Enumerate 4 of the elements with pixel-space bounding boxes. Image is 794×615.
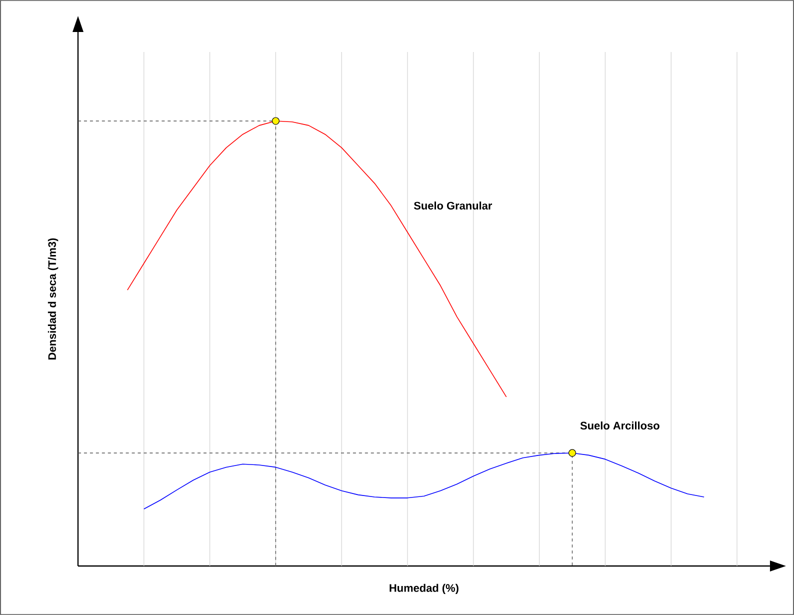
x-axis-title: Humedad (%) <box>390 584 458 594</box>
series-label: Suelo Arcilloso <box>580 421 660 430</box>
series-label: Suelo Granular <box>414 202 492 210</box>
y-axis-title: Densidad d seca (T/m3) <box>48 238 58 360</box>
